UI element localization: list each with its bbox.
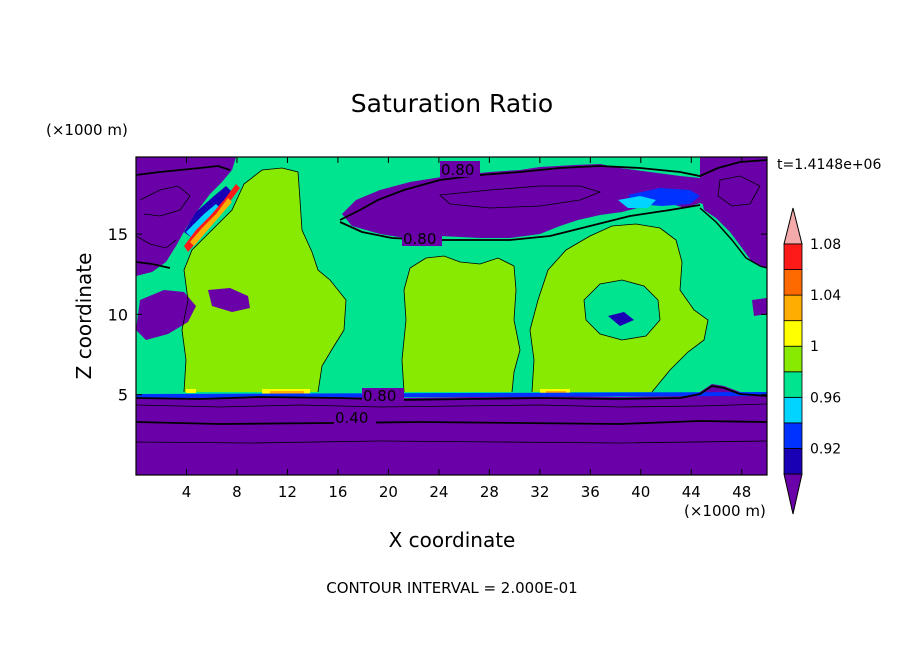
dry-pocket-right xyxy=(752,298,767,316)
y-tick-label: 5 xyxy=(118,386,128,405)
x-tick-label: 24 xyxy=(429,483,448,501)
contour-upper-left xyxy=(136,165,231,176)
cyan-fringe-upper xyxy=(618,196,656,208)
cloud-base-highlight-left-orange xyxy=(270,391,304,394)
contour-upper-right xyxy=(717,175,761,207)
footer-contour-interval: CONTOUR INTERVAL = 2.000E-01 xyxy=(326,579,577,597)
contour-label-1: 0.80 xyxy=(441,161,474,179)
contour-label-bg-2 xyxy=(402,230,442,246)
x-tick-label: 32 xyxy=(530,483,549,501)
y-tick-label: 15 xyxy=(108,225,128,244)
contour-upper-0-80 xyxy=(339,159,767,221)
lower-fringe xyxy=(136,392,767,398)
y-tick-label: 10 xyxy=(108,305,128,324)
x-tick-label: 8 xyxy=(232,483,242,501)
colorbar-box xyxy=(783,320,803,347)
colorbar-label: 0.96 xyxy=(810,390,841,406)
colorbar: 0.92 0.96 1 1.04 1.08 xyxy=(783,207,841,515)
x-tick-label: 16 xyxy=(328,483,347,501)
contour-upper-left-b xyxy=(139,185,191,217)
colorbar-label: 1.04 xyxy=(810,288,841,304)
contour-lower-0-80 xyxy=(136,385,767,401)
plot-frame xyxy=(135,156,768,476)
contour-cloud-left xyxy=(181,167,347,393)
colorbar-box xyxy=(783,448,803,475)
cloud-patch-left xyxy=(182,168,346,392)
contour-upper-inner xyxy=(439,185,602,209)
contour-label-3: 0.80 xyxy=(363,387,396,405)
colorbar-extend-bottom xyxy=(783,473,803,515)
contour-cloud-hole xyxy=(583,279,661,341)
colorbar-label: 1 xyxy=(810,339,819,355)
x-tick-label: 28 xyxy=(480,483,499,501)
x-tick-label: 44 xyxy=(682,483,701,501)
dry-pocket-left xyxy=(136,290,196,340)
x-unit-label: (×1000 m) xyxy=(684,502,766,520)
colorbar-box xyxy=(783,422,803,449)
y-axis: 5 10 15 xyxy=(108,225,767,405)
supersaturation-streak-orange xyxy=(190,198,232,246)
contour-upper-0-80-b xyxy=(339,204,701,241)
contour-cloud-center xyxy=(401,255,521,393)
y-axis-label: Z coordinate xyxy=(72,253,96,380)
contour-lower-thin xyxy=(136,403,767,408)
x-axis: 4 8 12 16 20 24 28 32 36 40 44 48 xyxy=(182,157,751,501)
x-tick-label: 4 xyxy=(182,483,192,501)
colorbar-label: 0.92 xyxy=(810,441,841,457)
x-axis-label: X coordinate xyxy=(389,528,516,552)
chart-title: Saturation Ratio xyxy=(351,89,553,118)
upper-right-dry-patch xyxy=(700,157,767,268)
colorbar-label: 1.08 xyxy=(810,237,841,253)
colorbar-box xyxy=(783,294,803,322)
contour-lines xyxy=(136,159,767,444)
cloud-base-highlight-small xyxy=(186,389,196,393)
cloud-patch-center xyxy=(402,256,520,392)
colorbar-box xyxy=(783,269,803,296)
contour-left-edge xyxy=(136,261,171,269)
upper-dry-layer xyxy=(136,157,767,238)
heatmap-plot-area: 0.80 0.80 0.80 0.40 xyxy=(136,157,767,475)
x-tick-label: 48 xyxy=(732,483,751,501)
contour-upper-right-b xyxy=(699,207,767,269)
colorbar-box xyxy=(783,243,803,270)
colorbar-box xyxy=(783,396,803,424)
x-tick-label: 20 xyxy=(379,483,398,501)
contour-label-4: 0.40 xyxy=(335,409,368,427)
dry-pocket-left-2 xyxy=(208,288,250,312)
contour-label-bg-4 xyxy=(334,410,376,425)
colorbar-extend-top xyxy=(783,207,803,245)
dry-pocket-mid xyxy=(608,312,634,326)
cloud-hole-right xyxy=(584,280,660,340)
contour-lower-0-20 xyxy=(136,440,767,444)
contour-label-2: 0.80 xyxy=(403,230,436,248)
contour-label-bg-3 xyxy=(362,388,404,403)
upper-left-dry-layer xyxy=(136,157,236,276)
y-unit-label: (×1000 m) xyxy=(46,121,128,139)
x-tick-label: 12 xyxy=(278,483,297,501)
colorbar-box xyxy=(783,345,803,373)
x-tick-label: 36 xyxy=(581,483,600,501)
time-label: t=1.4148e+06 xyxy=(777,157,881,173)
contour-label-bg-1 xyxy=(440,161,480,177)
cloud-base-highlight-right-orange xyxy=(546,391,566,394)
x-tick-label: 40 xyxy=(631,483,650,501)
contour-upper-left-c xyxy=(136,235,177,249)
contour-cloud-right xyxy=(529,223,709,393)
colorbar-box xyxy=(783,371,803,398)
contour-lower-0-40 xyxy=(136,420,767,425)
